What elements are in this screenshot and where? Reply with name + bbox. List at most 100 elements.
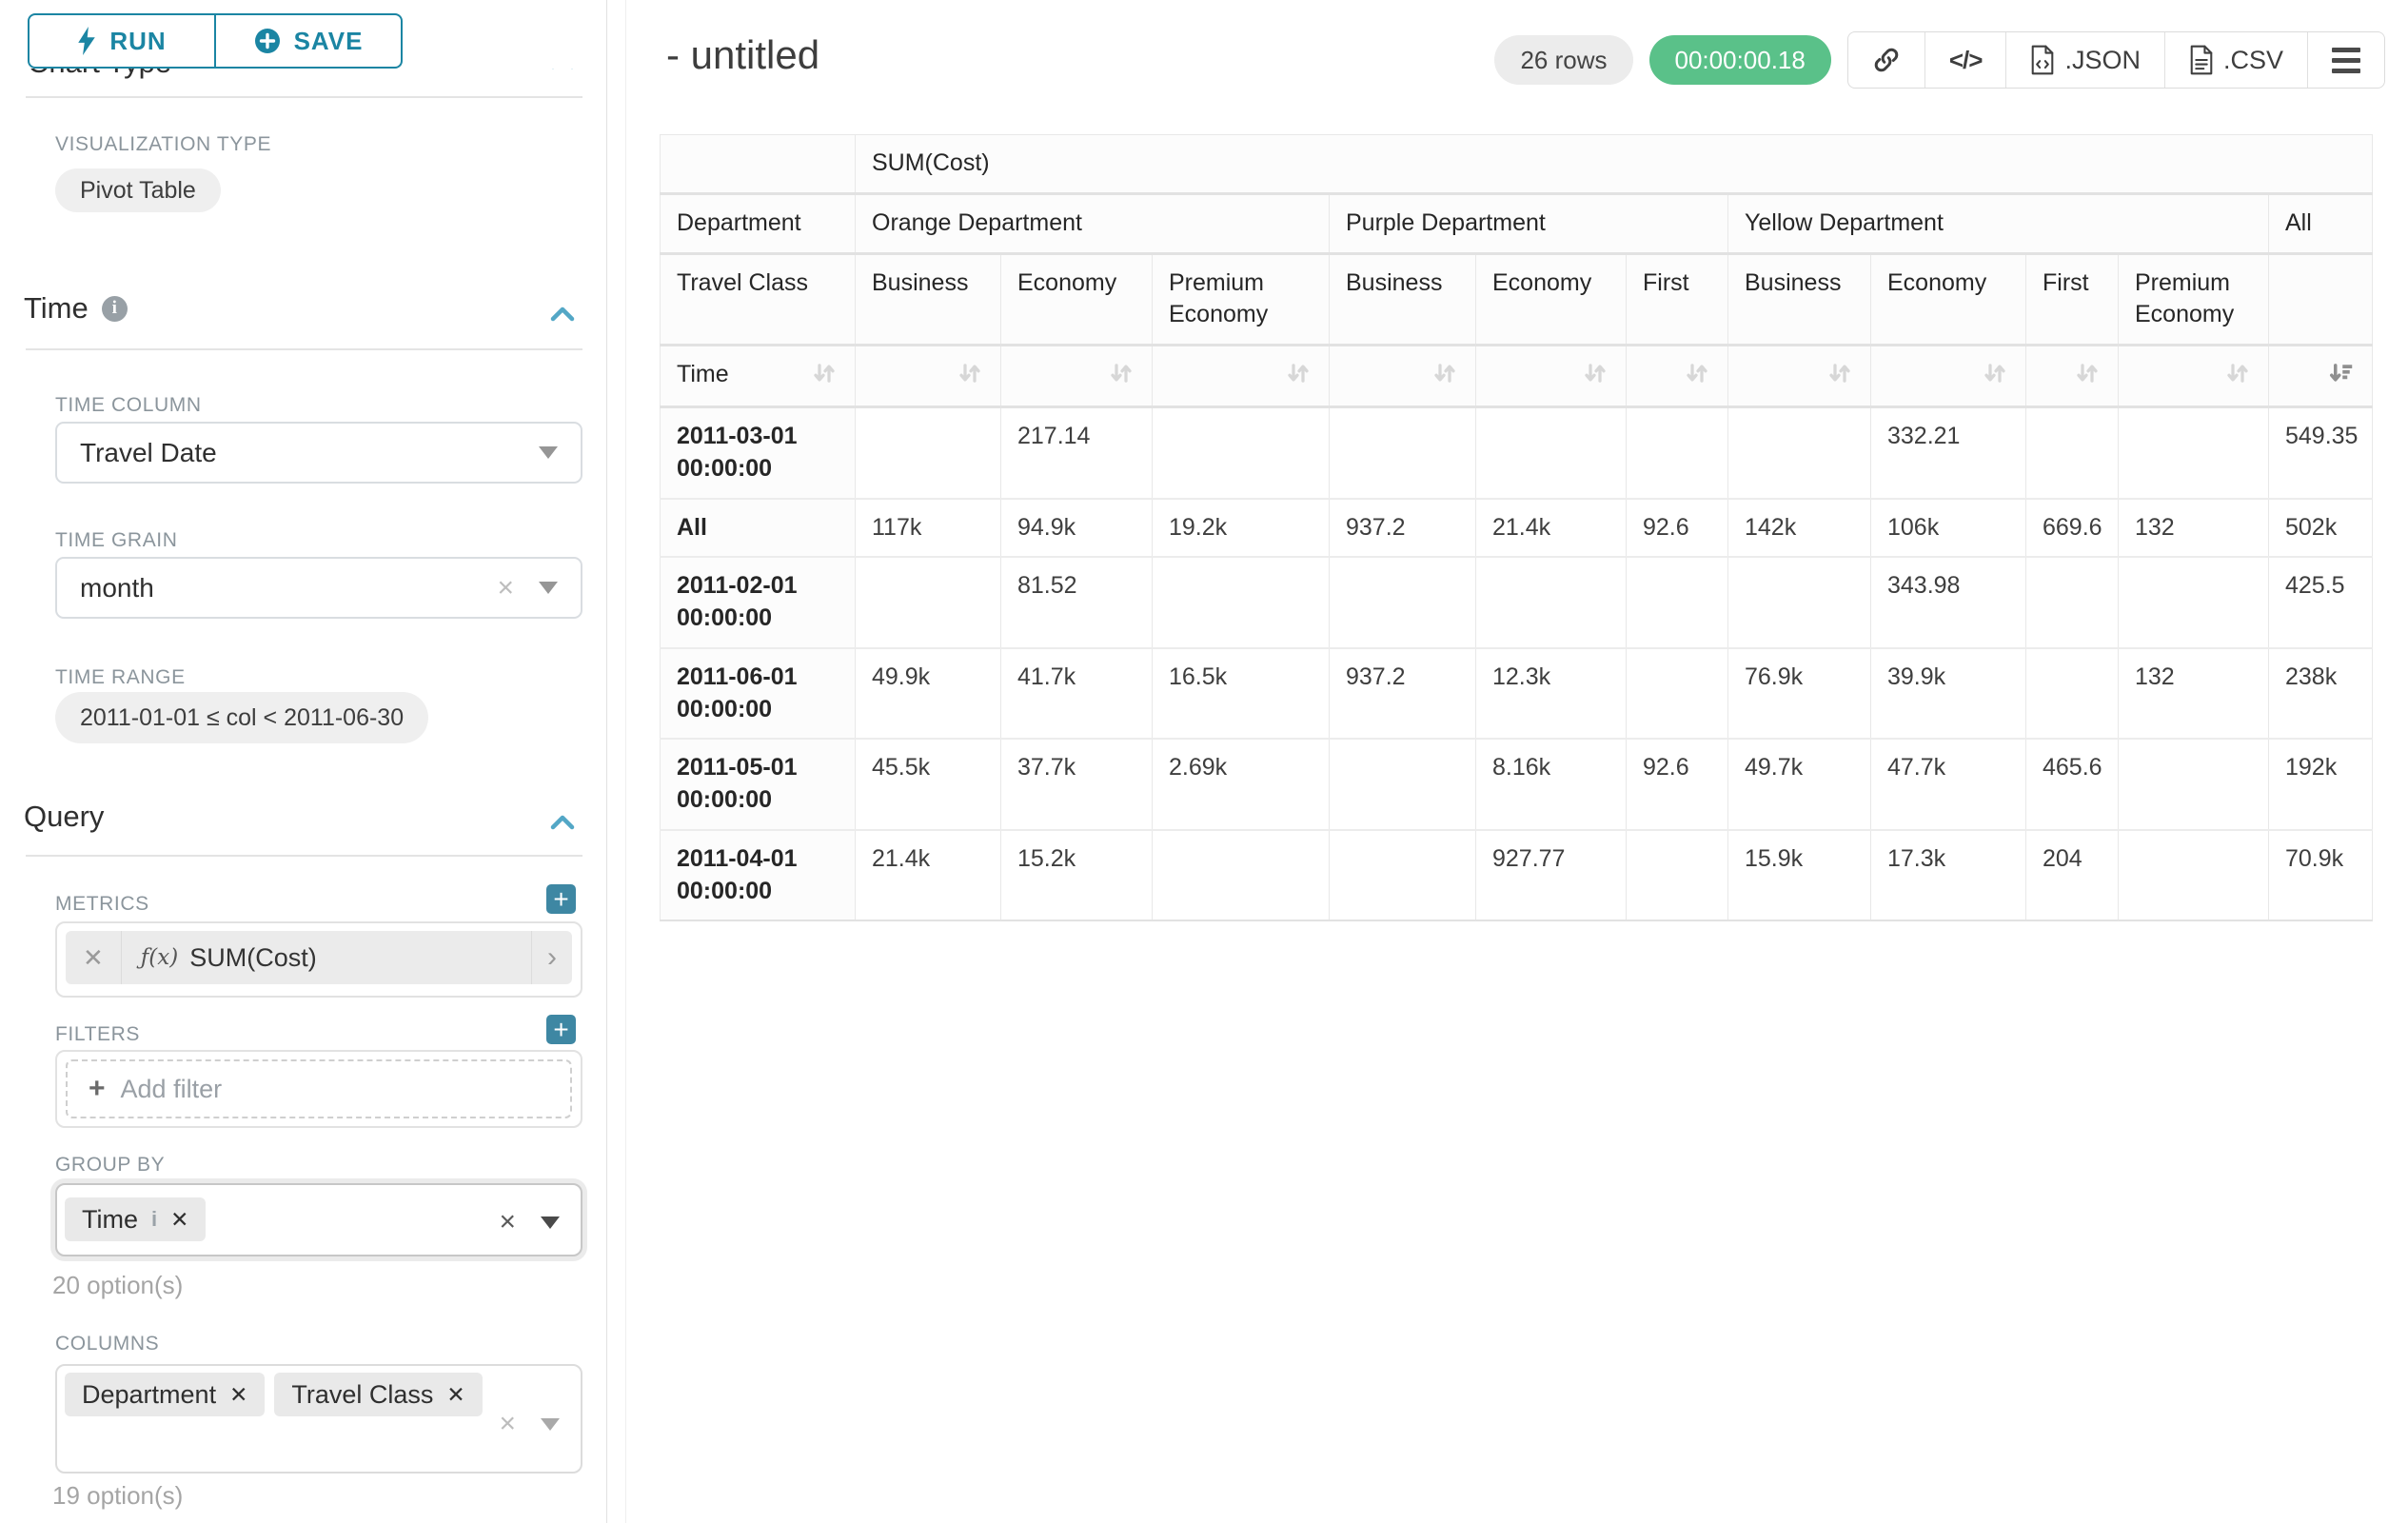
pivot-cell	[2118, 738, 2269, 831]
sort-icon	[1434, 364, 1455, 383]
time-section-collapse-icon[interactable]	[550, 306, 575, 323]
table-row: All 117k 94.9k 19.2k 937.2 21.4k 92.6 142k 106k 6…	[660, 498, 2374, 558]
table-row: 2011-02-01 00:00:00 81.52 343.98 425.5	[660, 556, 2374, 649]
column-sort-header[interactable]	[1152, 345, 1330, 408]
pivot-cell: 937.2	[1329, 647, 1476, 740]
column-sort-header[interactable]	[855, 345, 1001, 408]
clear-icon[interactable]: ×	[497, 571, 514, 603]
chart-header-actions: 26 rows 00:00:00.18 </> .J	[1494, 31, 2385, 89]
embed-code-button[interactable]: </>	[1924, 32, 2006, 88]
columns-select[interactable]: Department ✕ Travel Class ✕ ×	[55, 1364, 582, 1474]
sort-icon	[814, 364, 835, 383]
info-icon: i	[151, 1207, 158, 1231]
pivot-cell: 117k	[855, 498, 1001, 558]
sort-icon	[1687, 364, 1707, 383]
time-grain-label: TIME GRAIN	[55, 529, 178, 551]
pivot-cell: 81.52	[1000, 556, 1153, 649]
pivot-cell	[2025, 556, 2119, 649]
travel-class-header: First	[1626, 252, 1728, 346]
chevron-down-icon	[541, 1216, 560, 1229]
department-group-header: Orange Department	[855, 192, 1330, 255]
time-row-header[interactable]: Time	[660, 345, 856, 408]
viz-type-pill[interactable]: Pivot Table	[55, 168, 221, 212]
columns-tag-department[interactable]: Department ✕	[65, 1373, 266, 1416]
column-sort-header[interactable]	[1475, 345, 1627, 408]
clear-all-icon[interactable]: ×	[499, 1206, 516, 1237]
dept-dimension-header: Department	[660, 192, 856, 255]
group-by-select[interactable]: Time i ✕ ×	[55, 1183, 582, 1256]
clear-all-icon[interactable]: ×	[499, 1408, 516, 1439]
pivot-cell: 21.4k	[855, 829, 1001, 921]
add-filter-dropzone[interactable]: + Add filter	[66, 1059, 572, 1118]
metrics-box: ✕ ƒ(x) SUM(Cost) ›	[55, 921, 582, 998]
time-grain-select[interactable]: month ×	[55, 557, 582, 619]
column-sort-header[interactable]	[1626, 345, 1728, 408]
json-file-icon	[2032, 45, 2054, 75]
remove-tag-icon[interactable]: ✕	[170, 1206, 189, 1232]
columns-tag-travel-class[interactable]: Travel Class ✕	[274, 1373, 483, 1416]
metric-item[interactable]: ✕ ƒ(x) SUM(Cost) ›	[66, 931, 572, 984]
pivot-cell	[2025, 406, 2119, 499]
share-link-button[interactable]	[1848, 32, 1924, 88]
metric-header: SUM(Cost)	[854, 134, 2374, 195]
save-button[interactable]: SAVE	[215, 13, 403, 69]
class-dimension-header: Travel Class	[660, 252, 856, 346]
add-filter-button[interactable]: +	[546, 1015, 576, 1044]
query-section-collapse-icon[interactable]	[550, 814, 575, 831]
pivot-cell	[1152, 829, 1330, 921]
travel-class-header: Premium Economy	[1152, 252, 1330, 346]
pivot-cell: 45.5k	[855, 738, 1001, 831]
remove-tag-icon[interactable]: ✕	[229, 1381, 248, 1407]
pivot-cell: 39.9k	[1870, 647, 2026, 740]
pivot-cell: 49.9k	[855, 647, 1001, 740]
pivot-cell	[1727, 556, 1871, 649]
export-csv-button[interactable]: .CSV	[2163, 32, 2307, 88]
run-button[interactable]: RUN	[28, 13, 215, 69]
pivot-cell: 17.3k	[1870, 829, 2026, 921]
table-row: 2011-03-01 00:00:00 217.14 332.21 549.35	[660, 406, 2374, 499]
chart-menu-button[interactable]	[2307, 32, 2384, 88]
time-column-select[interactable]: Travel Date	[55, 422, 582, 484]
column-sort-header[interactable]	[1000, 345, 1153, 408]
filters-box: + Add filter	[55, 1050, 582, 1128]
time-range-label: TIME RANGE	[55, 666, 186, 688]
column-sort-header[interactable]	[2025, 345, 2119, 408]
control-panel: Chart Type RUN SAVE VISUALIZATIO	[0, 0, 607, 1523]
chart-panel: - untitled 26 rows 00:00:00.18 </>	[626, 0, 2408, 1523]
sidebar-action-bar: RUN SAVE	[0, 0, 606, 69]
pivot-cell	[1626, 406, 1728, 499]
pivot-cell: 41.7k	[1000, 647, 1153, 740]
pivot-cell: 204	[2025, 829, 2119, 921]
viz-type-label: VISUALIZATION TYPE	[55, 133, 272, 155]
bolt-icon	[78, 27, 96, 55]
column-sort-header[interactable]	[1329, 345, 1476, 408]
row-label: 2011-06-01 00:00:00	[660, 647, 856, 740]
export-json-button[interactable]: .JSON	[2005, 32, 2164, 88]
pivot-cell: 502k	[2267, 498, 2374, 558]
add-metric-button[interactable]: +	[546, 884, 576, 914]
pivot-cell: 132	[2118, 647, 2269, 740]
panel-divider[interactable]	[625, 0, 626, 1523]
time-column-label: TIME COLUMN	[55, 394, 202, 416]
pivot-cell	[2118, 829, 2269, 921]
pivot-cell: 669.6	[2025, 498, 2119, 558]
department-group-header: Purple Department	[1329, 192, 1728, 255]
remove-metric-icon[interactable]: ✕	[66, 931, 122, 984]
pivot-cell: 927.77	[1475, 829, 1627, 921]
remove-tag-icon[interactable]: ✕	[446, 1381, 465, 1407]
pivot-cell: 15.2k	[1000, 829, 1153, 921]
expand-metric-icon[interactable]: ›	[531, 931, 572, 984]
column-sort-header[interactable]	[2267, 345, 2374, 408]
time-range-pill[interactable]: 2011-01-01 ≤ col < 2011-06-30	[55, 692, 429, 743]
group-by-options-hint: 20 option(s)	[52, 1271, 184, 1299]
pivot-cell	[1626, 556, 1728, 649]
group-by-tag-time[interactable]: Time i ✕	[65, 1197, 207, 1241]
column-sort-header[interactable]	[1727, 345, 1871, 408]
group-by-label: GROUP BY	[55, 1154, 166, 1176]
column-sort-header[interactable]	[1870, 345, 2026, 408]
row-label: 2011-05-01 00:00:00	[660, 738, 856, 831]
column-sort-header[interactable]	[2118, 345, 2269, 408]
chart-title[interactable]: - untitled	[666, 32, 820, 77]
table-row: 2011-06-01 00:00:00 49.9k 41.7k 16.5k 937.2 1…	[660, 647, 2374, 740]
